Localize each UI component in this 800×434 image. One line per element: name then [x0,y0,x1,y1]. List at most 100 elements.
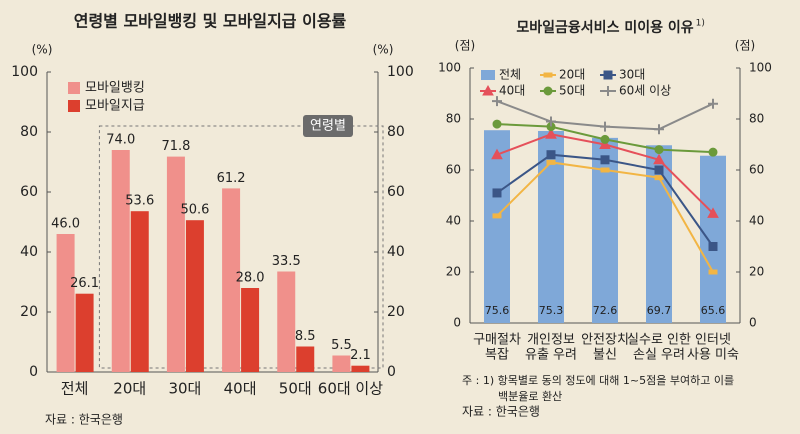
marker [653,153,665,165]
source: 자료 : 한국은행 [45,412,123,427]
x-tick-label: 인터넷 [695,333,731,348]
marker [603,86,613,96]
marker [654,124,664,135]
y2-tick-label: 100 [749,61,772,75]
y2-tick-label: 60 [749,163,764,177]
legend-label: 20대 [559,68,585,82]
value-label: 8.5 [295,329,316,344]
x-tick-label: 개인정보 [527,333,575,348]
marker [543,86,553,96]
marker [600,121,610,132]
value-label: 75.3 [539,304,564,317]
y2-axis-label: (점) [735,39,755,53]
marker [492,96,502,107]
x-tick-label: 복잡 [485,348,509,363]
bar [646,145,672,323]
y-tick-label: 60 [446,163,461,177]
y-tick-label: 100 [438,61,461,75]
legend-label: 40대 [499,84,525,98]
y2-tick-label: 80 [387,124,405,140]
bar [222,188,241,372]
x-tick-label: 30대 [168,380,201,398]
marker [654,175,664,181]
y2-tick-label: 60 [387,184,405,200]
marker [600,134,610,144]
marker [492,213,502,219]
bar [56,234,75,372]
x-tick-label: 20대 [113,380,146,398]
bar [351,365,370,372]
bar [296,346,315,372]
bar [484,130,510,323]
marker [546,159,556,165]
x-tick-label: 40대 [224,380,257,398]
legend-label: 60세 이상 [619,84,671,98]
y-tick-label: 60 [20,184,38,200]
marker [654,145,664,155]
x-tick-label: 실수로 인한 [627,333,691,348]
x-tick-label: 사용 미숙 [687,348,739,363]
value-label: 28.0 [236,271,265,286]
y-tick-label: 0 [453,316,461,330]
y-axis-label: (%) [32,43,53,57]
y2-tick-label: 40 [387,244,405,260]
y2-tick-label: 80 [749,112,764,126]
marker [492,119,502,129]
value-label: 72.6 [593,304,618,317]
bar [277,271,296,372]
legend-swatch [68,100,80,112]
bar [111,150,130,372]
legend-label: 30대 [619,68,645,82]
y-tick-label: 80 [20,124,38,140]
marker [491,148,503,160]
marker [654,165,664,175]
marker [543,72,553,78]
x-tick-label: 불신 [593,348,617,363]
y-tick-label: 40 [20,244,38,260]
value-label: 61.2 [217,171,246,186]
marker [599,138,611,149]
y2-tick-label: 0 [749,316,757,330]
value-label: 50.6 [180,203,209,218]
x-tick-label: 60대 이상 [318,380,383,398]
y-tick-label: 100 [11,64,38,80]
y2-axis-label: (%) [373,43,394,57]
marker [545,128,557,139]
marker [482,84,494,96]
x-tick-label: 유출 우려 [525,348,577,363]
bar [166,156,185,372]
value-label: 33.5 [272,254,301,269]
source: 자료 : 한국은행 [462,404,540,419]
y-tick-label: 80 [446,112,461,126]
x-tick-label: 전체 [61,380,89,398]
bar [700,155,726,323]
bar [185,220,204,372]
value-label: 69.7 [647,304,672,317]
marker [603,70,613,80]
annotation-badge [303,115,353,137]
legend-label: 50대 [559,84,585,98]
legend-swatch [481,70,495,80]
bar [75,293,94,372]
marker [600,155,610,165]
marker [492,188,502,198]
bar [592,137,618,323]
chart-title: 모바일금융서비스 미이용 이유 [516,19,693,36]
footnote: 백분율로 환산 [498,390,562,403]
marker [708,242,718,251]
x-tick-label: 안전장치 [581,333,629,348]
y-axis-label: (점) [455,39,475,53]
legend-label: 모바일지급 [85,99,145,114]
legend-label: 모바일뱅킹 [85,81,145,96]
value-label: 75.6 [485,304,510,317]
annotation: 연령별 [310,119,346,134]
y2-tick-label: 20 [387,304,405,320]
value-label: 74.0 [106,133,135,148]
footnote: 주 : 1) 항목별로 동의 정도에 대해 1~5점을 부여하고 이를 [462,373,734,387]
x-tick-label: 구매절차 [473,333,521,348]
value-label: 46.0 [51,217,80,232]
x-tick-label: 손실 우려 [633,348,685,363]
value-label: 2.1 [350,348,371,363]
